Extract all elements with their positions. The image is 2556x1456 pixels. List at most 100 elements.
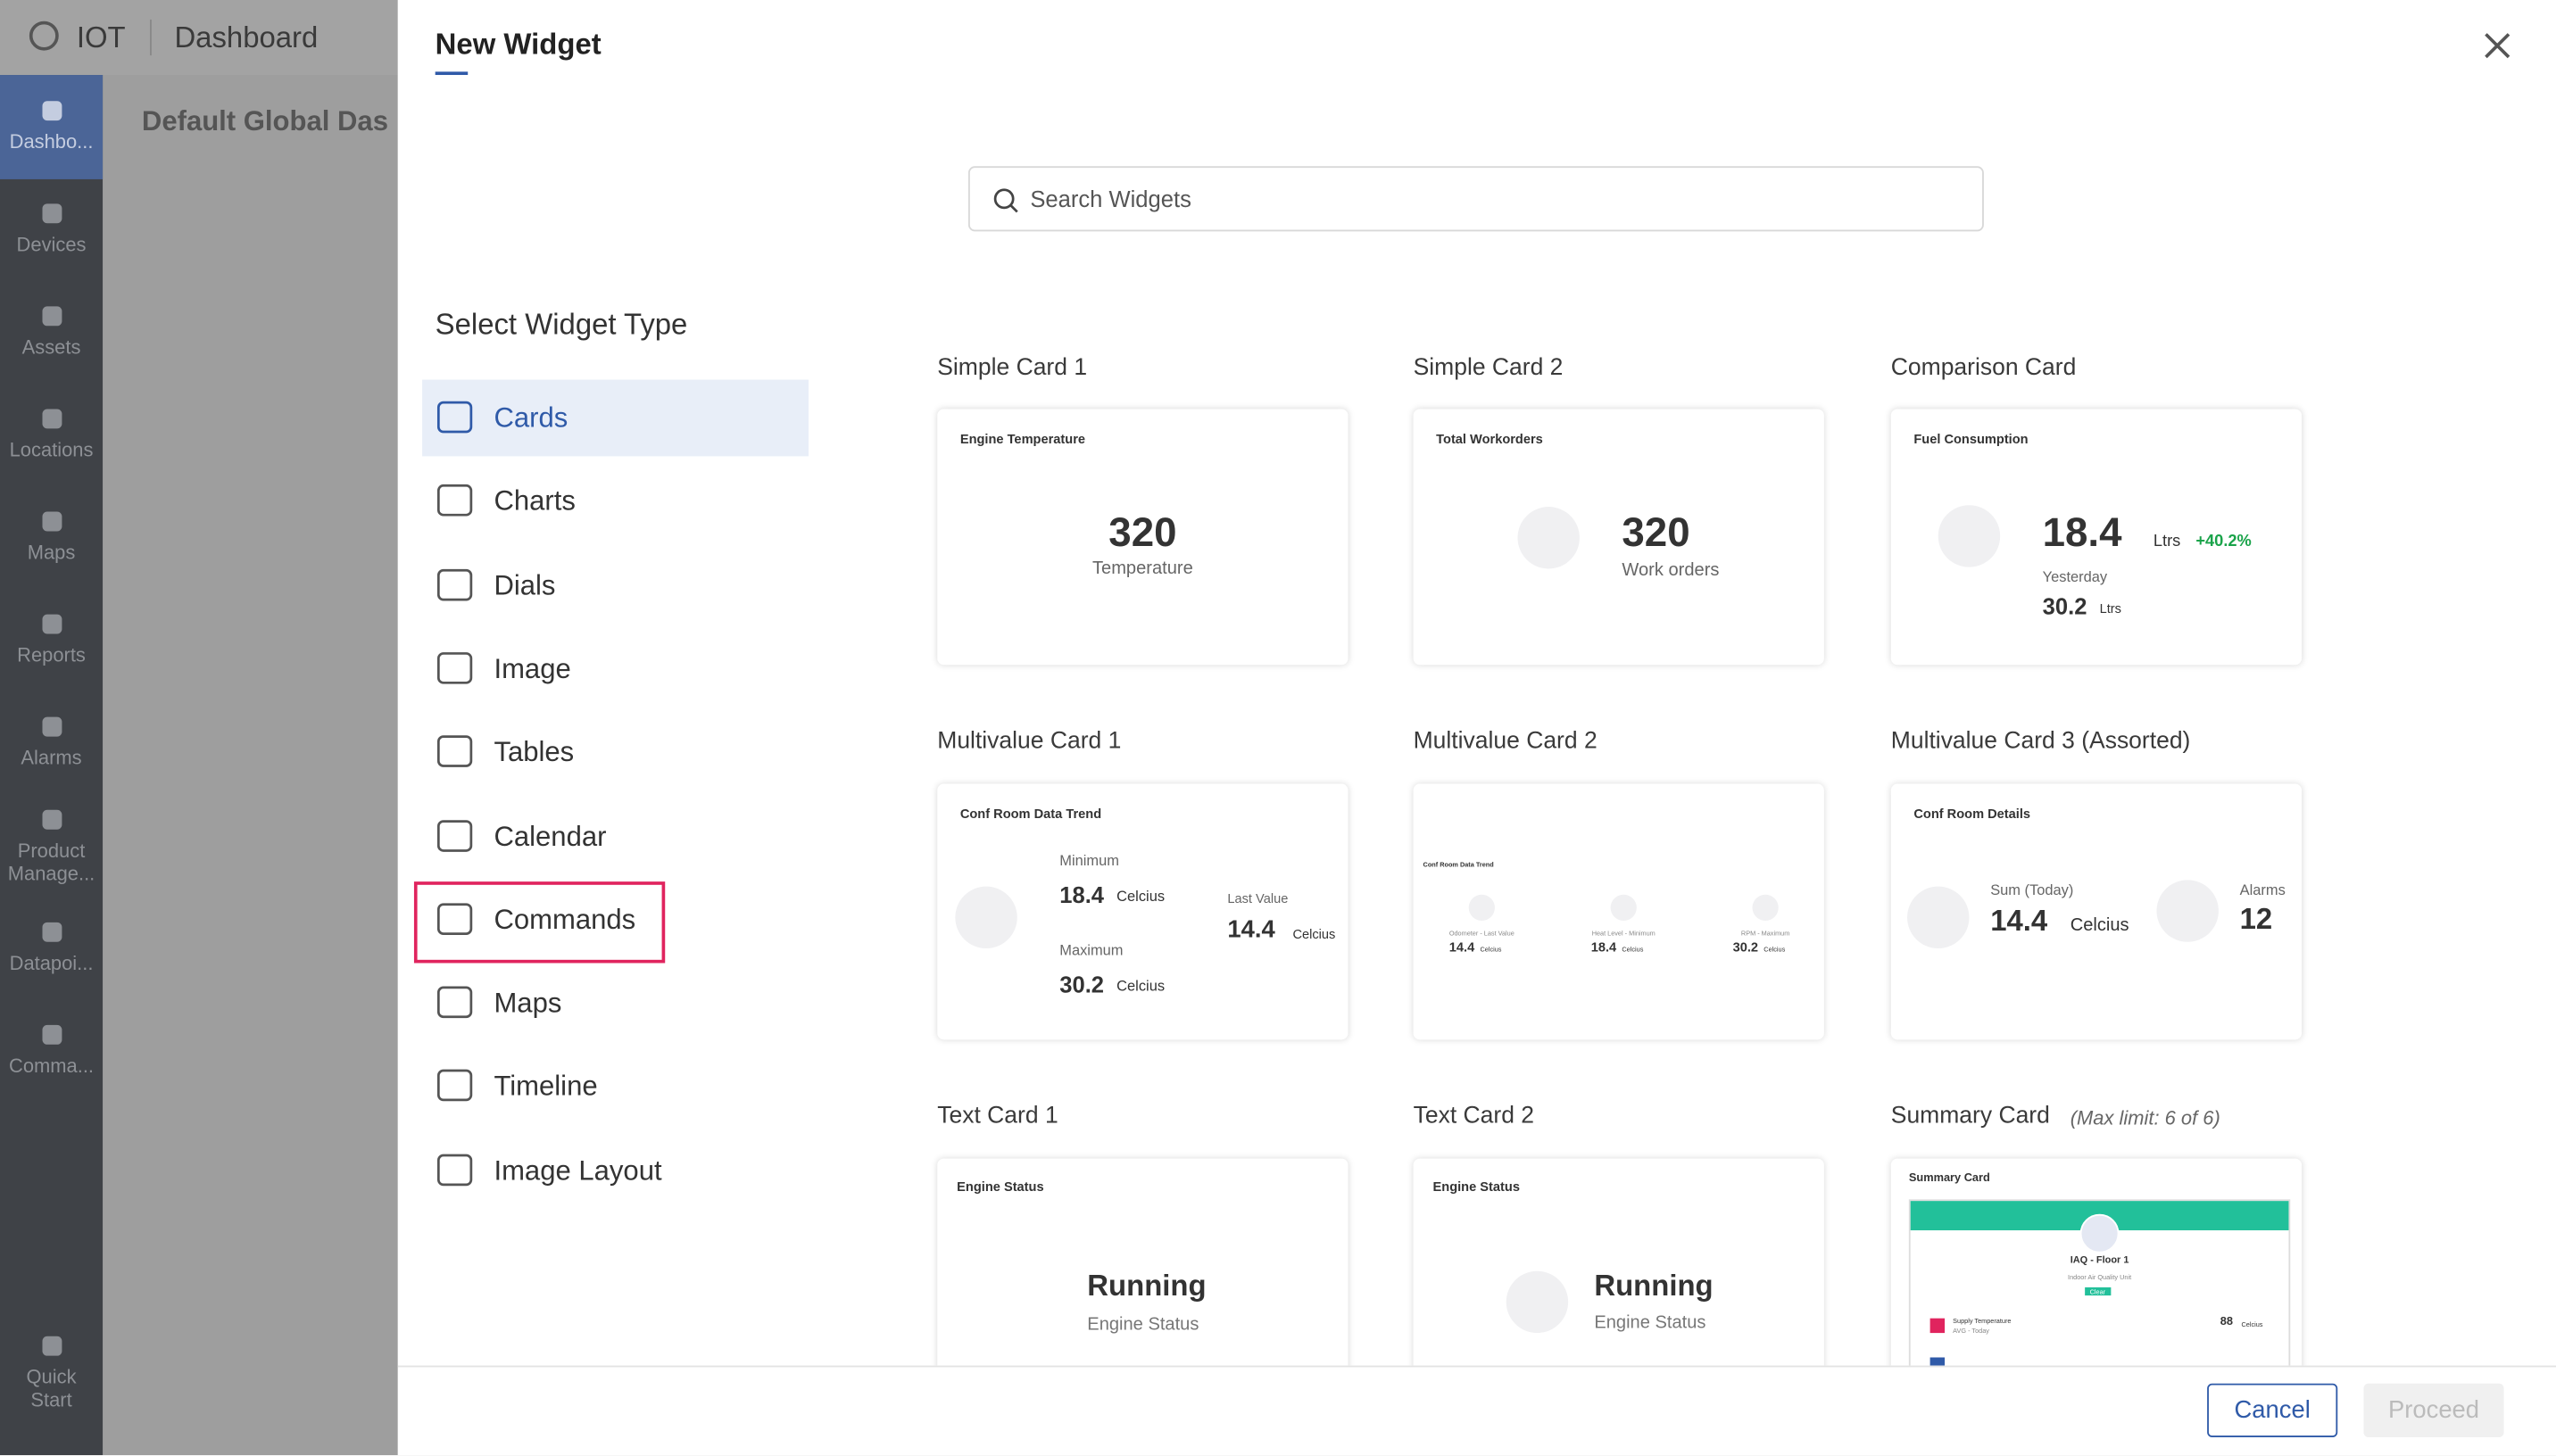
sidebar-item[interactable]: Dashbo... <box>0 101 103 153</box>
sidebar-icon <box>41 614 62 634</box>
row-icon <box>1929 1357 1946 1366</box>
sidebar-item[interactable]: Product Manage... <box>0 809 103 885</box>
widget-type-label: Tables <box>494 736 575 768</box>
widget-type-icon <box>436 1070 473 1102</box>
widget-type-icon <box>436 735 473 768</box>
card-header: Engine Status <box>957 1179 1044 1195</box>
sidebar-item[interactable]: Datapoi... <box>0 922 103 974</box>
row-unit: Celcius <box>2241 1320 2263 1328</box>
search-icon <box>993 188 1018 213</box>
icon <box>1610 894 1637 921</box>
widget-card[interactable]: Fuel Consumption 18.4 Ltrs +40.2% Yester… <box>1890 409 2303 666</box>
icon-shape <box>436 986 473 1019</box>
card-label: Temperature <box>1091 558 1193 579</box>
sidebar-icon <box>41 203 62 224</box>
icon-shape <box>436 484 473 517</box>
widget-type[interactable]: Calendar <box>422 798 809 874</box>
sidebar-item[interactable]: Comma... <box>0 1024 103 1077</box>
widget-card[interactable]: Conf Room Data Trend Odometer - Last Val… <box>1413 783 1824 1040</box>
widget-card[interactable]: Total Workorders 320 Work orders <box>1413 409 1824 666</box>
widget-type[interactable]: Tables <box>422 714 809 790</box>
item-label: Heat Level - Minimum <box>1591 929 1656 938</box>
sidebar-item[interactable]: Devices <box>0 203 103 256</box>
icon-shape <box>436 401 473 434</box>
widget-card[interactable]: Conf Room Data Trend Minimum 18.4 Celciu… <box>937 783 1349 1040</box>
item-value: 30.2 <box>1732 939 1759 956</box>
widget-name: Multivalue Card 2 <box>1413 728 1598 755</box>
sidebar-icon <box>41 101 62 121</box>
sidebar-label: Maps <box>27 541 76 564</box>
widget-type-label: Commands <box>494 904 636 936</box>
card-change: +40.2% <box>2195 533 2252 551</box>
widget-name: Text Card 1 <box>937 1103 1058 1129</box>
card-label: Engine Status <box>1594 1313 1706 1334</box>
card-header: Summary Card <box>1908 1173 1990 1185</box>
widget-type-label: Cards <box>494 402 568 434</box>
asset-sub: Indoor Air Quality Unit <box>2068 1272 2132 1281</box>
widget-card[interactable]: Summary Card IAQ - Floor 1 Indoor Air Qu… <box>1890 1158 2303 1366</box>
card-value: 320 <box>1622 509 1690 556</box>
highlight-box <box>413 881 666 964</box>
search-placeholder: Search Widgets <box>1030 186 1191 212</box>
widget-name: Simple Card 1 <box>937 355 1088 382</box>
widget-type-icon <box>436 986 473 1019</box>
sidebar-icon <box>41 922 62 942</box>
icon-shape <box>436 1154 473 1186</box>
sidebar-item[interactable]: Assets <box>0 306 103 359</box>
widget-type[interactable]: Commands <box>422 881 809 958</box>
widget-card[interactable]: Conf Room Details Sum (Today) 14.4 Celci… <box>1890 783 2303 1040</box>
sidebar-item[interactable]: Locations <box>0 409 103 461</box>
widget-type-icon <box>436 401 473 434</box>
min-unit: Celcius <box>1116 888 1166 905</box>
widget-card[interactable]: Engine Status Running Engine Status <box>1413 1158 1824 1366</box>
sidebar-item[interactable]: Quick Start <box>0 1336 103 1411</box>
min-label: Minimum <box>1059 852 1119 869</box>
icon <box>1938 505 2001 567</box>
sidebar-label: Reports <box>17 643 86 667</box>
card-header: Fuel Consumption <box>1913 432 2029 447</box>
widget-name: Multivalue Card 3 (Assorted) <box>1890 728 2191 755</box>
widget-type-icon <box>436 902 473 935</box>
sidebar-item[interactable]: Reports <box>0 614 103 667</box>
cancel-button[interactable]: Cancel <box>2207 1383 2338 1437</box>
brand: IOT <box>76 21 126 54</box>
icon <box>2079 1213 2120 1253</box>
item-value: 14.4 <box>1448 939 1475 956</box>
widget-type[interactable]: Image <box>422 631 809 707</box>
card-header: Engine Status <box>1432 1179 1520 1195</box>
alarms-label: Alarms <box>2239 881 2286 898</box>
sidebar-icon <box>41 511 62 532</box>
row-sub: AVG - Today <box>1953 1326 1989 1335</box>
sidebar-label: Devices <box>16 233 87 256</box>
sidebar-item[interactable]: Alarms <box>0 716 103 769</box>
sidebar-item[interactable]: Maps <box>0 511 103 564</box>
card-header: Conf Room Data Trend <box>959 807 1102 822</box>
widget-type-label: Calendar <box>494 820 607 852</box>
prev-label: Yesterday <box>2042 568 2108 585</box>
widget-type[interactable]: Image Layout <box>422 1132 809 1209</box>
close-button[interactable] <box>2485 33 2510 59</box>
last-unit: Celcius <box>1292 927 1336 942</box>
icon-shape <box>436 735 473 768</box>
sidebar-icon <box>41 409 62 429</box>
sidebar-icon <box>41 809 62 830</box>
icon <box>1517 507 1580 569</box>
max-value: 30.2 <box>1059 971 1105 997</box>
logo <box>29 21 59 51</box>
widget-card[interactable]: Engine Status Running Engine Status <box>937 1158 1349 1366</box>
prev-value: 30.2 <box>2042 592 2087 620</box>
page-title: Dashboard <box>174 21 319 54</box>
last-label: Last Value <box>1227 891 1289 906</box>
widget-card[interactable]: Engine Temperature 320 Temperature <box>937 409 1349 666</box>
search-box[interactable]: Search Widgets <box>967 166 1984 232</box>
icon <box>955 886 1017 949</box>
widget-type[interactable]: Timeline <box>422 1048 809 1125</box>
widget-type[interactable]: Maps <box>422 964 809 1041</box>
widget-type[interactable]: Cards <box>422 379 809 457</box>
widget-type[interactable]: Dials <box>422 547 809 624</box>
proceed-button[interactable]: Proceed <box>2363 1383 2504 1437</box>
widget-type[interactable]: Charts <box>422 463 809 540</box>
widget-name: Summary Card <box>1890 1103 2050 1129</box>
max-label: Maximum <box>1059 941 1124 958</box>
